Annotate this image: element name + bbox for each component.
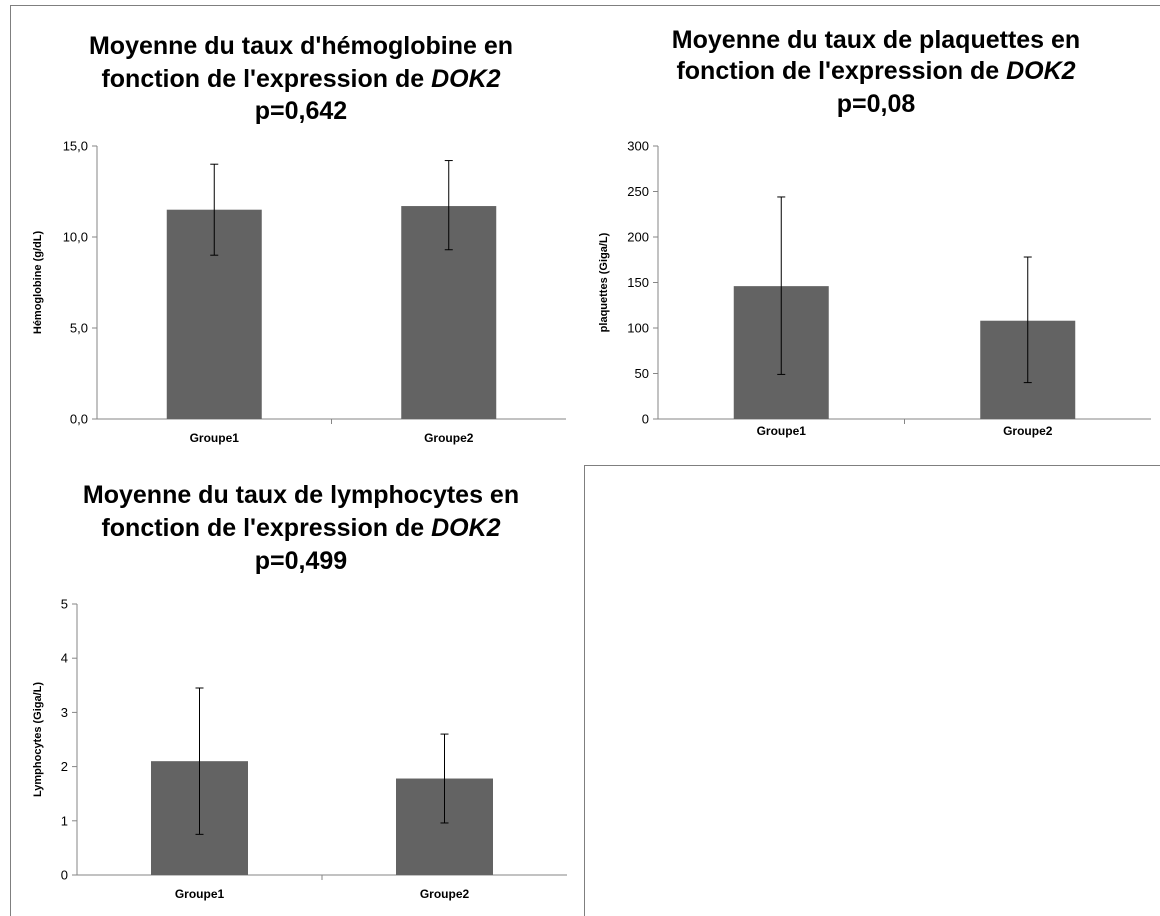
- x-tick-label: Groupe1: [757, 424, 807, 438]
- chart-pvalue: p=0,642: [255, 97, 347, 125]
- y-tick-label: 2: [61, 759, 68, 774]
- chart-pvalue: p=0,08: [837, 90, 916, 118]
- y-tick-label: 200: [627, 230, 649, 245]
- platelets-chart-panel: Moyenne du taux de plaquettes en fonction…: [584, 5, 1160, 466]
- chart-title-line2-text: fonction de l'expression de: [101, 514, 431, 542]
- x-tick-label: Groupe2: [1003, 424, 1053, 438]
- y-tick-label: 0: [61, 868, 68, 883]
- x-tick-label: Groupe2: [420, 887, 470, 901]
- chart-title-line1: Moyenne du taux de plaquettes en: [672, 26, 1080, 54]
- chart-title-gene: DOK2: [431, 65, 501, 93]
- y-tick-label: 1: [61, 813, 68, 828]
- y-tick-label: 5: [61, 597, 68, 612]
- chart-pvalue: p=0,499: [255, 547, 347, 575]
- chart-title-line1: Moyenne du taux de lymphocytes en: [83, 481, 519, 509]
- chart-title-line2: fonction de l'expression de DOK2: [676, 57, 1075, 85]
- x-tick-label: Groupe2: [424, 431, 474, 445]
- y-tick-label: 250: [627, 184, 649, 199]
- y-axis-label: plaquettes (Giga/L): [598, 232, 610, 332]
- chart-title-line1: Moyenne du taux d'hémoglobine en: [89, 32, 513, 60]
- y-axis-label: Lymphocytes (Giga/L): [32, 682, 44, 797]
- chart-title-gene: DOK2: [431, 514, 501, 542]
- y-tick-label: 4: [61, 651, 68, 666]
- platelets-chart: Moyenne du taux de plaquettes en fonction…: [598, 26, 1151, 438]
- y-tick-label: 10,0: [63, 230, 88, 245]
- x-tick-label: Groupe1: [175, 887, 225, 901]
- y-tick-label: 50: [635, 366, 649, 381]
- hemoglobin-chart: Moyenne du taux d'hémoglobine en fonction…: [32, 32, 566, 445]
- y-tick-label: 150: [627, 275, 649, 290]
- y-tick-label: 300: [627, 139, 649, 154]
- y-tick-label: 0: [642, 412, 649, 427]
- chart-title-line2-text: fonction de l'expression de: [101, 65, 431, 93]
- lymphocytes-chart-panel: Moyenne du taux de lymphocytes en fonctio…: [10, 465, 585, 916]
- y-axis-label: Hémoglobine (g/dL): [32, 231, 44, 335]
- chart-title-line2: fonction de l'expression de DOK2: [101, 514, 500, 542]
- y-tick-label: 5,0: [70, 321, 88, 336]
- lymphocytes-chart: Moyenne du taux de lymphocytes en fonctio…: [32, 481, 567, 901]
- chart-title-gene: DOK2: [1006, 57, 1076, 85]
- y-tick-label: 3: [61, 705, 68, 720]
- y-tick-label: 15,0: [63, 139, 88, 154]
- chart-title-line2-text: fonction de l'expression de: [676, 57, 1006, 85]
- hemoglobin-chart-panel: Moyenne du taux d'hémoglobine en fonction…: [10, 5, 585, 466]
- y-tick-label: 0,0: [70, 412, 88, 427]
- x-tick-label: Groupe1: [190, 431, 240, 445]
- chart-title-line2: fonction de l'expression de DOK2: [101, 65, 500, 93]
- y-tick-label: 100: [627, 321, 649, 336]
